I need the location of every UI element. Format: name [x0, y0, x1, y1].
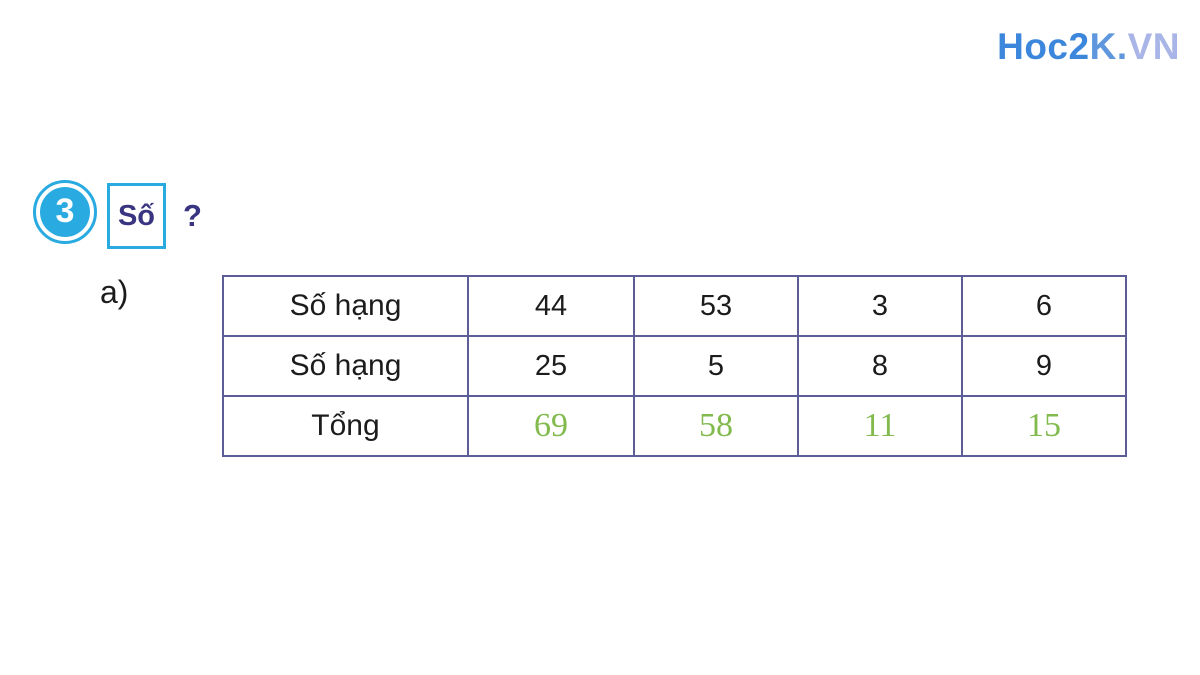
table-cell-sum: 11 [797, 395, 963, 457]
table-row: Số hạng 44 53 3 6 [222, 275, 1127, 337]
table-cell-sum: 15 [961, 395, 1127, 457]
problem-number-badge: 3 [33, 180, 97, 244]
table-cell: 53 [633, 275, 799, 337]
problem-number: 3 [40, 187, 90, 237]
table-cell: 3 [797, 275, 963, 337]
row-header: Số hạng [222, 335, 469, 397]
hoc2k-logo: Hoc2K.VN [997, 26, 1180, 68]
table-cell-sum: 69 [467, 395, 635, 457]
table-cell-sum: 58 [633, 395, 799, 457]
so-box-label: Số [117, 199, 156, 232]
table-cell: 5 [633, 335, 799, 397]
question-mark: ? [183, 198, 202, 233]
table-cell: 25 [467, 335, 635, 397]
table-row: Tổng 69 58 11 15 [222, 395, 1127, 457]
row-header: Tổng [222, 395, 469, 457]
table-row: Số hạng 25 5 8 9 [222, 335, 1127, 397]
part-label-a: a) [100, 274, 129, 310]
table-cell: 44 [467, 275, 635, 337]
so-box: Số [107, 183, 166, 249]
logo-text-mid: K. [1089, 26, 1128, 67]
table-cell: 8 [797, 335, 963, 397]
logo-text-blue: Hoc2 [997, 26, 1090, 67]
table-cell: 6 [961, 275, 1127, 337]
table-cell: 9 [961, 335, 1127, 397]
row-header: Số hạng [222, 275, 469, 337]
addition-table: Số hạng 44 53 3 6 Số hạng 25 5 8 9 Tổng … [222, 275, 1127, 457]
logo-text-light: VN [1127, 26, 1180, 67]
